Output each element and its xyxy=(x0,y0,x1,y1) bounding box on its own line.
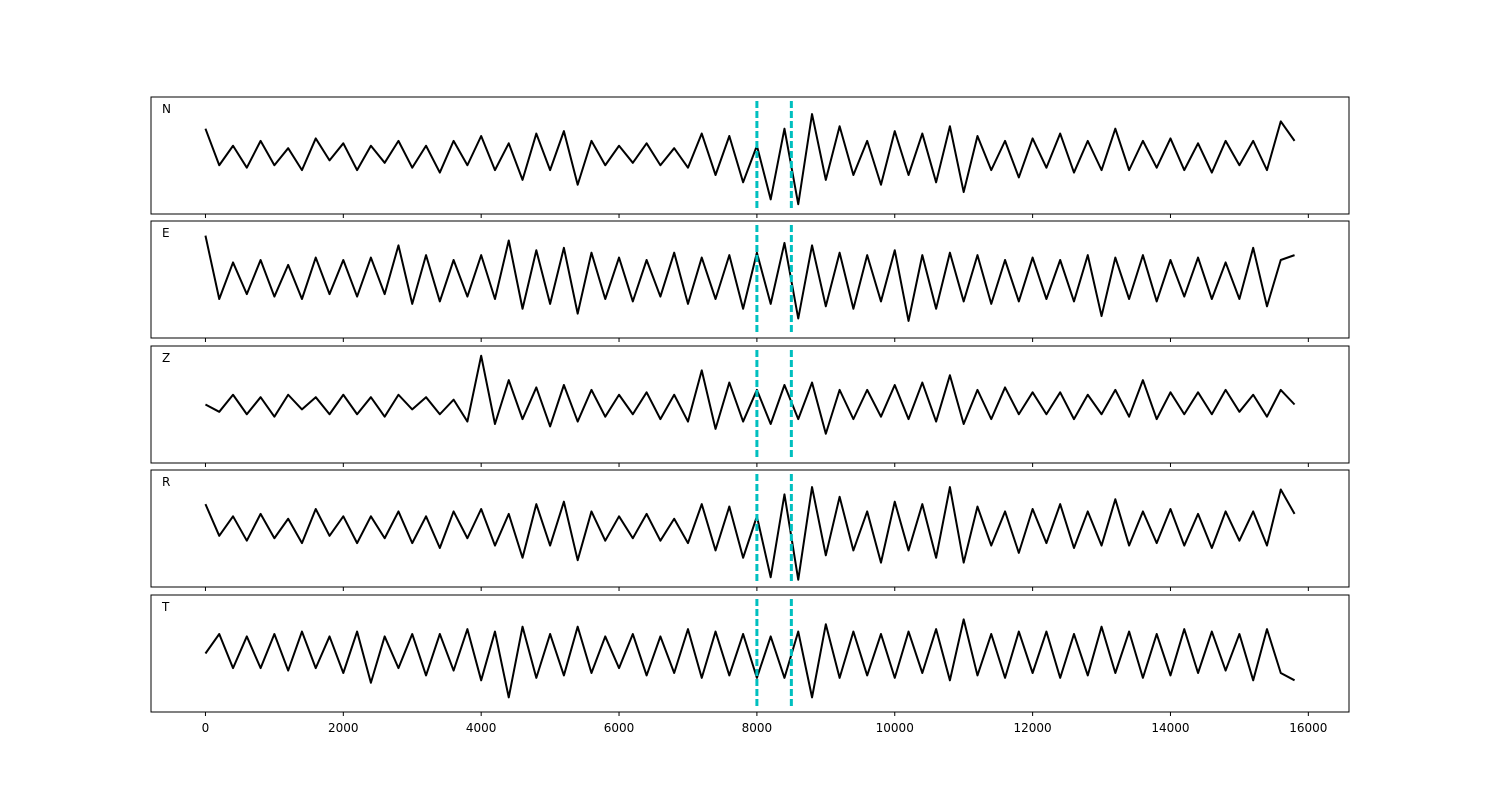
axes-frame xyxy=(150,469,1350,588)
panel: T 0 2000 4000 6000 8000 10000 12000 14000 16000 xyxy=(150,594,1350,735)
axes-frame xyxy=(150,345,1350,464)
waveform xyxy=(204,113,1296,206)
waveform xyxy=(204,354,1296,435)
panel-label: T xyxy=(161,600,170,614)
x-tick-label: 10000 xyxy=(876,721,914,735)
waveform xyxy=(204,618,1296,699)
waveform xyxy=(204,235,1295,322)
panel: Z xyxy=(150,345,1350,467)
plot-area xyxy=(204,599,1296,708)
waveform xyxy=(204,486,1296,581)
plot-area xyxy=(204,350,1296,459)
x-tick-label: 8000 xyxy=(742,721,773,735)
panel: R xyxy=(150,469,1350,591)
plot-area xyxy=(204,101,1296,210)
x-tick-label: 14000 xyxy=(1151,721,1189,735)
plot-area xyxy=(204,225,1295,334)
panel-label: E xyxy=(162,226,170,240)
panel-label: N xyxy=(162,102,171,116)
panel-label: R xyxy=(162,475,170,489)
x-tick-label: 2000 xyxy=(328,721,359,735)
plot-area xyxy=(204,474,1296,583)
panel-label: Z xyxy=(162,351,170,365)
x-tick-label: 4000 xyxy=(466,721,497,735)
x-tick-label: 12000 xyxy=(1014,721,1052,735)
axes-frame xyxy=(150,220,1350,339)
x-tick-label: 16000 xyxy=(1289,721,1327,735)
axes-frame xyxy=(150,594,1350,713)
panel: E xyxy=(150,220,1350,342)
x-tick-label: 0 xyxy=(202,721,210,735)
panel: N xyxy=(150,96,1350,218)
axes-frame xyxy=(150,96,1350,215)
x-tick-label: 6000 xyxy=(604,721,635,735)
